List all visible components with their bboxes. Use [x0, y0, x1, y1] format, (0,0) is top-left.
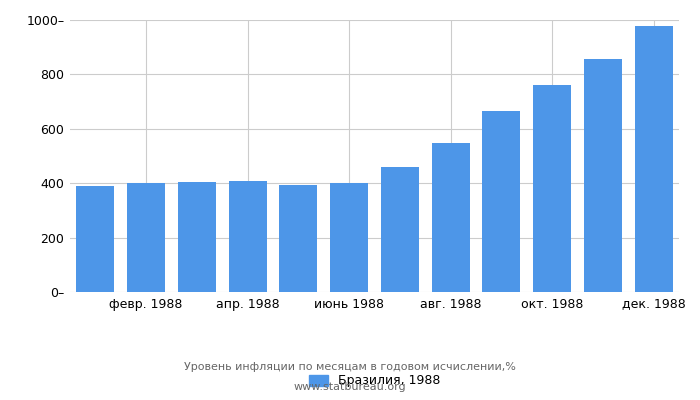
Bar [584, 59, 622, 292]
Bar [533, 85, 571, 292]
Bar [432, 143, 470, 292]
Bar [381, 167, 419, 292]
Text: Уровень инфляции по месяцам в годовом исчислении,%: Уровень инфляции по месяцам в годовом ис… [184, 362, 516, 372]
Bar [330, 183, 368, 292]
Legend: Бразилия, 1988: Бразилия, 1988 [309, 374, 440, 388]
Bar [178, 182, 216, 292]
Bar [279, 185, 317, 292]
Bar [482, 111, 520, 292]
Text: www.statbureau.org: www.statbureau.org [294, 382, 406, 392]
Bar [76, 186, 114, 292]
Bar [229, 181, 267, 292]
Bar [635, 26, 673, 292]
Bar [127, 183, 165, 292]
